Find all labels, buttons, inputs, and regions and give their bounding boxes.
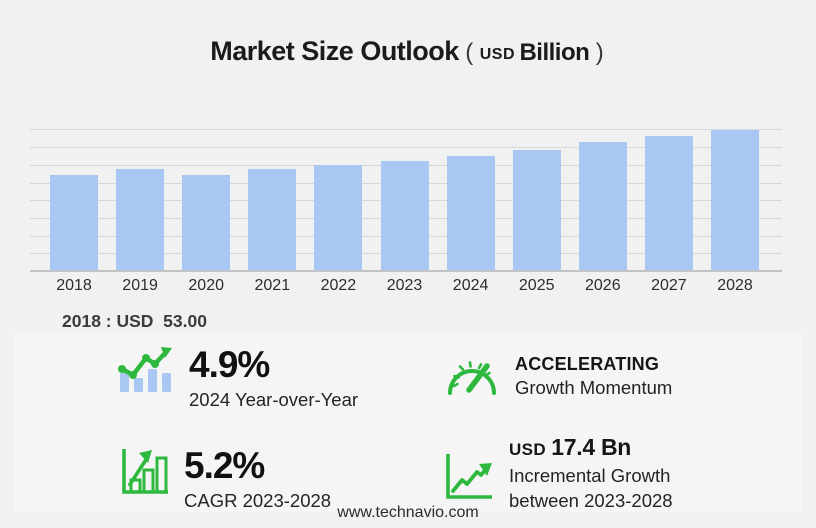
cagr-label: CAGR 2023-2028 [184,490,332,511]
bar-2018 [50,175,98,270]
x-axis-labels: 2018 2019 2020 2021 2022 2023 2024 2025 2026 2027… [30,277,782,297]
line-chart-icon [444,450,494,507]
x-axis-label-2024: 2024 [452,277,489,294]
bar-2027 [644,136,693,270]
bar-2020 [182,174,231,270]
gridline [30,129,782,131]
x-axis-label-2020: 2020 [188,277,224,294]
page-title: Market Size Outlook ( USD Billion ) [0,36,816,67]
yoy-value: 4.9% [189,344,270,385]
x-axis-label-2028: 2028 [717,277,753,294]
stat-incremental: USD 17.4 Bn Incremental Growth between 2… [444,436,673,513]
title-unit: Billion [519,39,590,66]
bar-2025 [512,149,561,270]
x-axis-label-2027: 2027 [651,277,687,294]
first-year-callout: 2018 : USD 53.00 [62,311,207,331]
gridline [30,147,782,149]
bar-chart [30,122,782,272]
x-axis-label-2022: 2022 [320,277,357,294]
growth-bars-icon [121,446,169,501]
momentum-label: Growth Momentum [515,377,673,398]
x-axis-label-2019: 2019 [122,277,158,294]
bar-2024 [446,155,495,270]
title-open-paren: ( [465,39,474,66]
bar-2028 [711,129,759,270]
x-axis-label-2021: 2021 [254,277,291,294]
x-axis-line [30,270,782,272]
bar-2022 [314,165,363,270]
incremental-usd-prefix: USD [509,440,547,459]
incremental-label-line1: Incremental Growth [509,465,671,486]
stat-yoy: 4.9% 2024 Year-over-Year [116,345,358,412]
incremental-title: USD 17.4 Bn [509,436,673,461]
cagr-value: 5.2% [184,445,265,486]
title-main: Market Size Outlook [210,36,459,66]
x-axis-label-2023: 2023 [386,277,423,294]
speedometer-icon [444,353,500,402]
x-axis-label-2026: 2026 [585,277,621,294]
x-axis-label-2025: 2025 [518,277,555,294]
title-unit-prefix: USD [479,46,515,63]
incremental-value: 17.4 Bn [551,434,632,460]
website-url: www.technavio.com [337,504,479,521]
stat-momentum: ACCELERATING Growth Momentum [444,353,672,402]
bar-2021 [248,168,297,270]
yoy-label: 2024 Year-over-Year [189,389,359,410]
incremental-label-line2: between 2023-2028 [509,490,673,511]
bar-2026 [578,141,627,270]
bar-2023 [380,161,429,270]
title-close-paren: ) [595,39,604,66]
stat-cagr: 5.2% CAGR 2023-2028 [121,446,331,513]
bar-2019 [116,169,165,270]
x-axis-label-2018: 2018 [56,277,92,294]
bar-chart-trend-icon [116,345,174,402]
momentum-title: ACCELERATING [515,354,660,374]
